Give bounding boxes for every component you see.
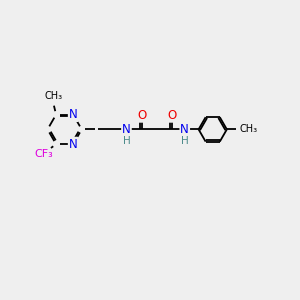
Text: O: O [168, 109, 177, 122]
Text: H: H [181, 136, 189, 146]
Text: CH₃: CH₃ [44, 91, 62, 101]
Text: N: N [69, 108, 77, 121]
Text: N: N [69, 138, 77, 151]
Text: H: H [123, 136, 130, 146]
Text: N: N [180, 123, 189, 136]
Text: CH₃: CH₃ [240, 124, 258, 134]
Text: CF₃: CF₃ [34, 149, 53, 160]
Text: O: O [137, 109, 146, 122]
Text: N: N [122, 123, 131, 136]
